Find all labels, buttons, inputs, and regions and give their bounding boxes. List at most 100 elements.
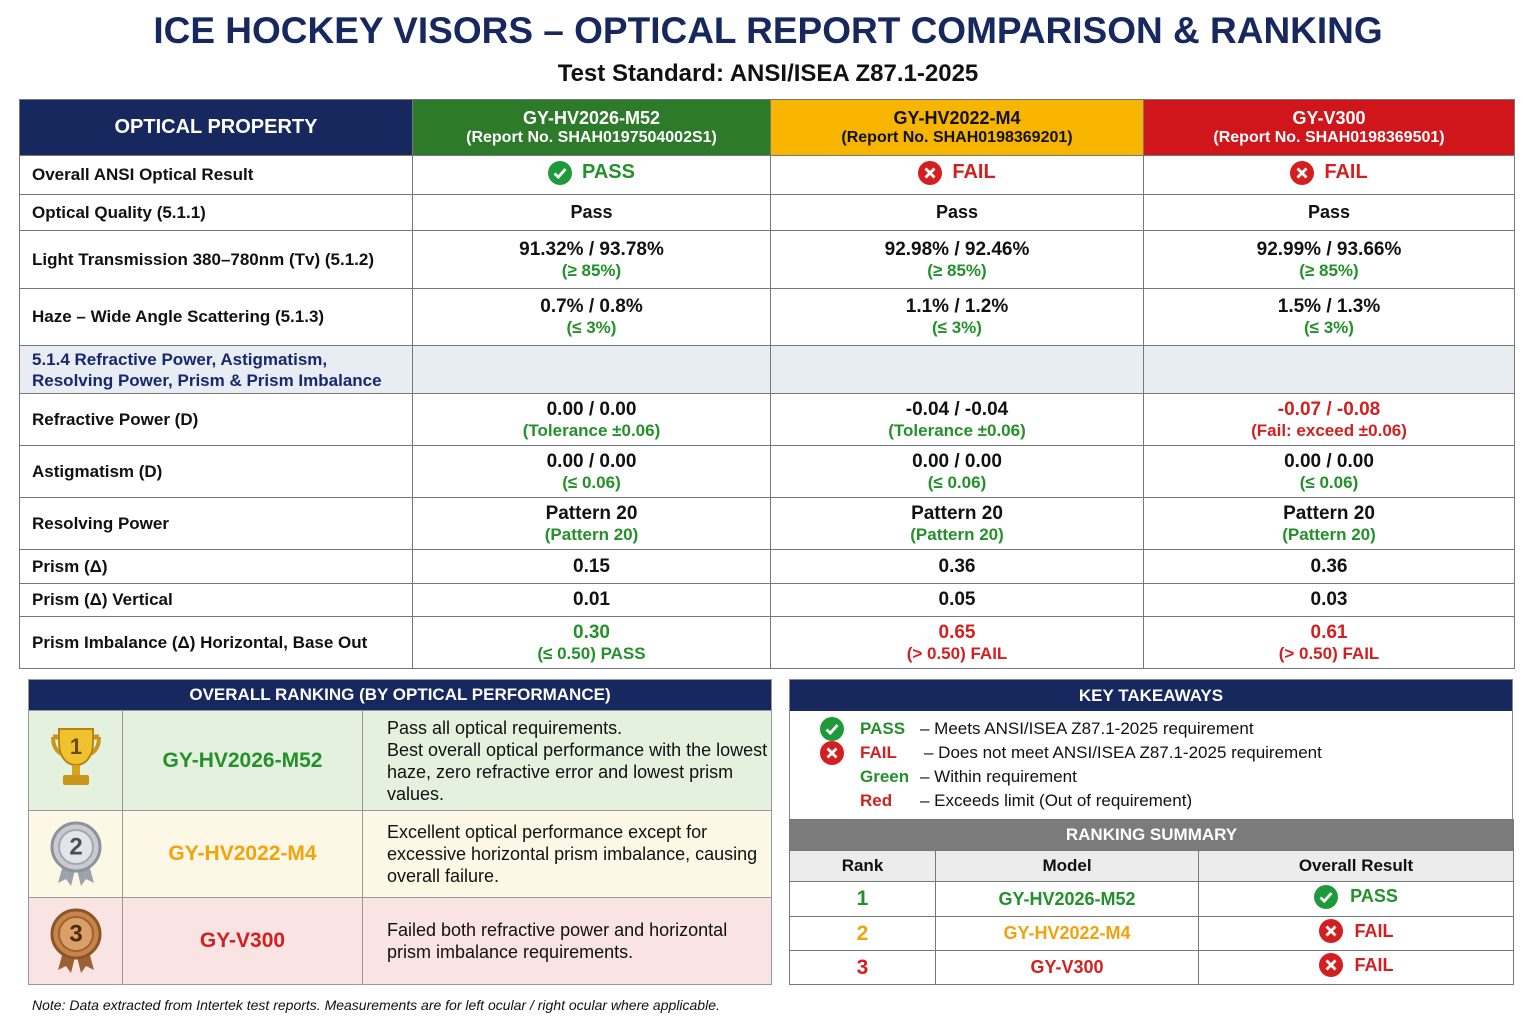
legend-term: PASS: [860, 719, 906, 738]
rank-description: Excellent optical performance except for…: [362, 810, 772, 898]
model-cell: GY-V300: [935, 950, 1199, 985]
header-cell: GY-HV2026-M52 (Report No. SHAH0197504002S…: [412, 99, 771, 156]
legend-term: Green: [860, 767, 910, 786]
value: 0.7% / 0.8%: [540, 296, 643, 317]
cell: 0.61 (> 0.50) FAIL: [1143, 616, 1515, 669]
trophy: 1: [50, 728, 101, 785]
cell: Pattern 20 (Pattern 20): [1143, 497, 1515, 550]
cell: 0.00 / 0.00 (≤ 0.06): [412, 445, 771, 498]
result: FAIL: [1354, 954, 1394, 975]
ranked-model: GY-HV2026-M52: [122, 710, 363, 811]
row-label: Resolving Power: [19, 497, 413, 550]
legend-text: – Meets ANSI/ISEA Z87.1-2025 requirement: [920, 719, 1254, 738]
fail-icon: [1290, 160, 1315, 185]
result: PASS: [582, 161, 635, 183]
row-label: Refractive Power (D): [19, 393, 413, 446]
value: Pattern 20: [545, 502, 638, 524]
rank-number: 2: [69, 833, 82, 860]
legend-item: Red – Exceeds limit (Out of requirement): [860, 789, 1192, 813]
cell: 0.00 / 0.00 (≤ 0.06): [1143, 445, 1515, 498]
fail-icon: [1318, 953, 1343, 977]
description-line: Best overall optical performance with th…: [387, 739, 768, 804]
note: (Tolerance ±0.06): [888, 420, 1026, 440]
value: Pattern 20: [911, 502, 1003, 524]
note: (≥ 85%): [927, 260, 987, 280]
model-cell: GY-HV2026-M52: [935, 881, 1199, 917]
section-row: 5.1.4 Refractive Power, Astigmatism, Res…: [19, 345, 413, 394]
cell: -0.07 / -0.08 (Fail: exceed ±0.06): [1143, 393, 1515, 446]
legend-term: FAIL: [860, 743, 897, 762]
result: FAIL: [1354, 920, 1394, 941]
rank-icon-cell: 3: [28, 897, 123, 985]
fail-icon: [1318, 919, 1343, 943]
value: 0.65: [938, 621, 976, 643]
value: 92.99% / 93.66%: [1256, 238, 1402, 260]
row-label: Astigmatism (D): [19, 445, 413, 498]
legend-item: Green – Within requirement: [860, 765, 1077, 789]
note: (≤ 0.50) PASS: [537, 643, 646, 663]
ranked-model: GY-V300: [122, 897, 363, 985]
note: (≤ 3%): [566, 318, 617, 337]
pass-icon: [548, 160, 572, 185]
note: (> 0.50) FAIL: [1278, 643, 1380, 663]
legend-text: – Exceeds limit (Out of requirement): [920, 791, 1193, 810]
value: 91.32% / 93.78%: [519, 238, 664, 260]
description-line: Pass all optical requirements.: [387, 717, 623, 738]
cell: 92.99% / 93.66% (≥ 85%): [1143, 230, 1515, 289]
result: FAIL: [952, 161, 996, 183]
rank-icon-cell: 1: [28, 710, 123, 811]
header-cell: OPTICAL PROPERTY: [19, 99, 413, 156]
fail-icon: [918, 160, 943, 185]
pass-icon: [820, 717, 844, 741]
cell: [412, 345, 771, 394]
note: (≥ 85%): [1299, 260, 1359, 280]
note: (≤ 3%): [1304, 318, 1354, 337]
row-label: Prism (Δ) Vertical: [19, 583, 413, 617]
cell: 0.15: [412, 549, 771, 584]
cell: FAIL: [770, 155, 1144, 195]
cell: Pass: [770, 194, 1144, 231]
value: -0.04 / -0.04: [905, 398, 1009, 420]
summary-title: RANKING SUMMARY: [789, 819, 1514, 851]
rank-description: Failed both refractive power and horizon…: [362, 897, 772, 985]
cell: Pass: [412, 194, 771, 231]
note: (Tolerance ±0.06): [522, 420, 661, 440]
legend-item: FAIL – Does not meet ANSI/ISEA Z87.1-2025…: [820, 741, 1322, 765]
ranking-summary: RANKING SUMMARY Rank Model Overall Resul…: [789, 819, 1514, 985]
note: (≥ 85%): [561, 260, 622, 280]
cell: 0.01: [412, 583, 771, 617]
note: (Pattern 20): [1282, 524, 1376, 544]
pass-icon: [1314, 884, 1339, 909]
column-header: Overall Result: [1198, 850, 1514, 882]
cell: 0.36: [1143, 549, 1515, 584]
note: (≤ 0.06): [927, 472, 987, 492]
cell: 1.5% / 1.3% (≤ 3%): [1143, 288, 1515, 346]
result: FAIL: [1324, 161, 1368, 183]
cell: Pattern 20 (Pattern 20): [412, 497, 771, 550]
legend-text: – Within requirement: [920, 767, 1077, 786]
report-no: (Report No. SHAH0197504002S1): [466, 129, 717, 146]
rank-cell: 2: [789, 916, 936, 951]
cell: PASS: [412, 155, 771, 195]
ranked-model: GY-HV2022-M4: [122, 810, 363, 898]
column-header: Rank: [789, 850, 936, 882]
cell: FAIL: [1143, 155, 1515, 195]
value: -0.07 / -0.08: [1277, 398, 1381, 420]
cell: -0.04 / -0.04 (Tolerance ±0.06): [770, 393, 1144, 446]
column-header: Model: [935, 850, 1199, 882]
description-line: Failed both refractive power and horizon…: [387, 920, 728, 962]
cell: Pass: [1143, 194, 1515, 231]
legend-term: Red: [860, 791, 893, 810]
value: 0.00 / 0.00: [546, 450, 637, 472]
note: (≤ 0.06): [1299, 472, 1359, 492]
cell: [1143, 345, 1515, 394]
rank-icon-cell: 2: [28, 810, 123, 898]
value: 0.30: [573, 621, 610, 643]
cell: 0.7% / 0.8% (≤ 3%): [412, 288, 771, 346]
takeaways-title: KEY TAKEAWAYS: [790, 680, 1512, 711]
header-cell: GY-HV2022-M4 (Report No. SHAH0198369201): [770, 99, 1144, 156]
cell: [770, 345, 1144, 394]
row-label: Light Transmission 380–780nm (Tv) (5.1.2…: [19, 230, 413, 289]
description-line: Excellent optical performance except for…: [387, 822, 758, 886]
footnote: Note: Data extracted from Intertek test …: [32, 997, 720, 1013]
